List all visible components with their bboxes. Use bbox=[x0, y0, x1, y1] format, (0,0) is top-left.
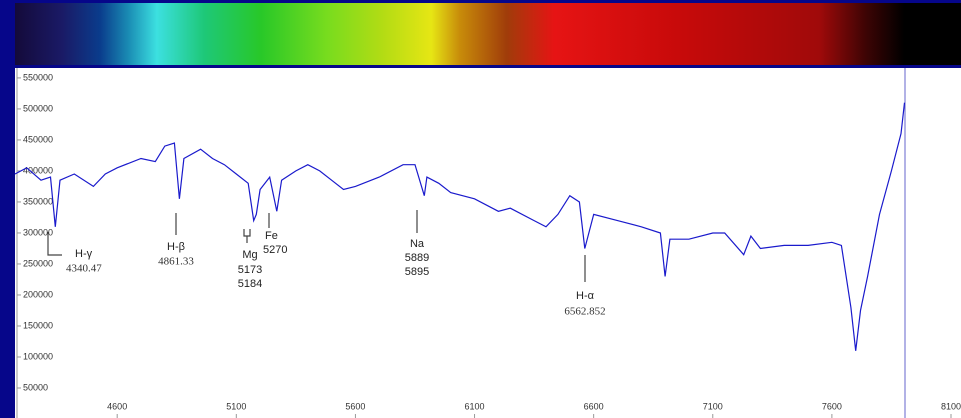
annotation-wavelength: 5895 bbox=[405, 266, 429, 278]
annotation-label: Na bbox=[410, 238, 425, 250]
annotation-label: H-γ bbox=[75, 248, 93, 260]
y-tick-label: 400000 bbox=[23, 165, 53, 175]
annotation-wavelength: 5270 bbox=[263, 244, 287, 256]
y-tick-label: 500000 bbox=[23, 103, 53, 113]
annotation-label: H-α bbox=[576, 290, 595, 302]
spectrum-band bbox=[15, 3, 961, 65]
y-tick-label: 250000 bbox=[23, 258, 53, 268]
x-tick-label: 4600 bbox=[107, 401, 127, 411]
y-tick-label: 200000 bbox=[23, 289, 53, 299]
x-tick-label: 8100 bbox=[941, 401, 961, 411]
annotation-wavelength: 5184 bbox=[238, 278, 262, 290]
annotation-wavelength: 4340.47 bbox=[66, 263, 102, 275]
y-tick-label: 150000 bbox=[23, 320, 53, 330]
y-tick-label: 550000 bbox=[23, 72, 53, 82]
annotations bbox=[47, 210, 586, 282]
y-tick-label: 450000 bbox=[23, 134, 53, 144]
y-tick-label: 350000 bbox=[23, 196, 53, 206]
spectrum-line bbox=[14, 102, 906, 351]
x-tick-label: 7100 bbox=[703, 401, 723, 411]
annotation-label: Fe bbox=[265, 230, 278, 242]
annotation-wavelength: 5173 bbox=[238, 264, 262, 276]
x-tick-label: 7600 bbox=[822, 401, 842, 411]
annotation-wavelength: 4861.33 bbox=[158, 256, 194, 268]
marker bbox=[47, 232, 62, 256]
annotation-label: Mg bbox=[242, 249, 257, 261]
annotation-wavelength: 5889 bbox=[405, 252, 429, 264]
x-tick-label: 6600 bbox=[584, 401, 604, 411]
y-tick-label: 50000 bbox=[23, 382, 48, 392]
y-tick-label: 100000 bbox=[23, 351, 53, 361]
annotation-wavelength: 6562.852 bbox=[564, 306, 605, 318]
x-tick-label: 5600 bbox=[345, 401, 365, 411]
plot-area bbox=[15, 68, 961, 418]
x-tick-label: 6100 bbox=[465, 401, 485, 411]
x-tick-label: 5100 bbox=[226, 401, 246, 411]
y-tick-label: 300000 bbox=[23, 227, 53, 237]
annotation-label: H-β bbox=[167, 241, 185, 253]
